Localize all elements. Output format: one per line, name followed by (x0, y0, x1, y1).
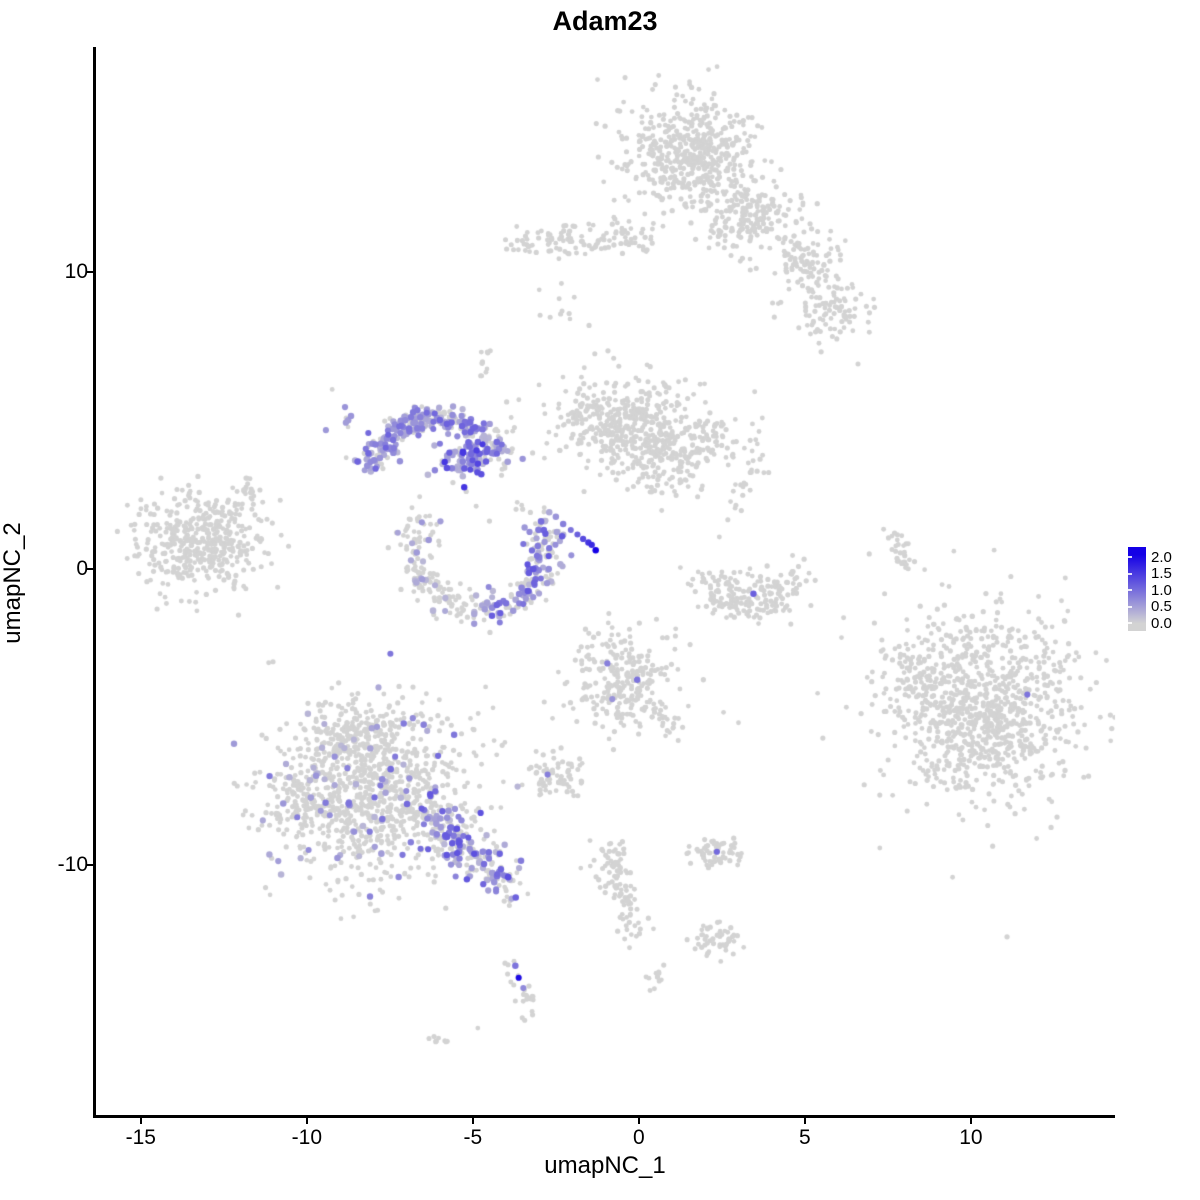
legend-gradient-bar (1128, 547, 1146, 631)
legend-tick-label: 2.0 (1151, 548, 1172, 566)
y-axis-title: umapNC_2 (0, 522, 26, 644)
x-tick-mark (969, 1118, 972, 1124)
x-tick-label: 5 (799, 1126, 811, 1149)
expression-legend: 2.0 1.5 1.0 0.5 0.0 (1124, 540, 1200, 640)
x-axis-title: umapNC_1 (544, 1152, 666, 1179)
legend-tick-label: 0.0 (1151, 614, 1172, 632)
y-tick-mark (87, 567, 93, 570)
y-tick-mark (87, 864, 93, 867)
x-tick-mark (471, 1118, 474, 1124)
y-axis-line (93, 47, 96, 1117)
legend-tick-mark (1128, 622, 1132, 624)
legend-tick-mark (1128, 605, 1132, 608)
legend-tick-mark (1128, 589, 1132, 591)
legend-tick-label: 1.5 (1151, 565, 1172, 582)
y-tick-label: 0 (76, 556, 88, 580)
y-tick-label: 10 (64, 260, 88, 284)
x-tick-mark (305, 1118, 308, 1124)
x-tick-label: -10 (291, 1126, 322, 1149)
x-tick-label: 0 (633, 1126, 645, 1149)
x-tick-label: 10 (959, 1126, 983, 1149)
x-tick-mark (637, 1118, 640, 1124)
x-tick-label: -5 (463, 1126, 483, 1149)
x-tick-mark (139, 1118, 142, 1124)
x-tick-mark (803, 1118, 806, 1124)
legend-tick-mark (1128, 556, 1132, 558)
y-tick-label: -10 (57, 853, 88, 877)
x-axis-line (93, 1115, 1115, 1118)
y-tick-mark (87, 271, 93, 274)
x-tick-label: -15 (125, 1126, 156, 1149)
legend-tick-mark (1128, 572, 1132, 575)
legend-tick-label: 1.0 (1151, 581, 1172, 599)
legend-tick-label: 0.5 (1151, 598, 1172, 615)
